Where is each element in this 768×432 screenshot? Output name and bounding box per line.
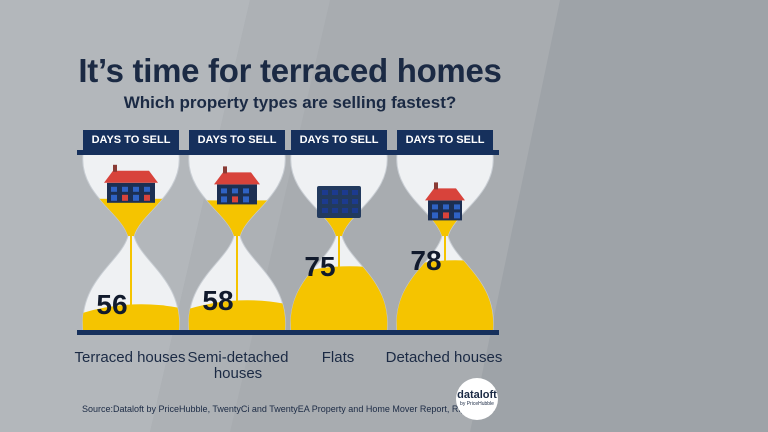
bar-2 bbox=[188, 300, 286, 330]
value-label-3: 75 bbox=[304, 251, 335, 282]
value-label-1: 56 bbox=[96, 289, 127, 320]
value-label-4: 78 bbox=[410, 245, 441, 276]
hourglass-top-cap bbox=[285, 150, 393, 155]
sand-stream bbox=[236, 236, 238, 330]
bar-1 bbox=[82, 304, 180, 330]
logo-wordmark: dataloft bbox=[457, 389, 497, 401]
hourglass-4: 78 bbox=[391, 150, 499, 335]
page-subtitle: Which property types are selling fastest… bbox=[123, 93, 457, 112]
flats-block-icon bbox=[317, 186, 361, 218]
hourglass-top-cap bbox=[391, 150, 499, 155]
logo-tagline: by PriceHubble bbox=[460, 401, 494, 407]
page-title: It’s time for terraced homes bbox=[78, 52, 502, 89]
detached-house-icon bbox=[425, 182, 465, 221]
hourglass-2: 58 bbox=[183, 150, 291, 335]
hourglass-1: 56 bbox=[77, 150, 185, 335]
hourglass-bottom-cap bbox=[183, 330, 291, 335]
dataloft-logo: dataloft by PriceHubble bbox=[456, 378, 498, 420]
bar-3 bbox=[290, 266, 388, 330]
terraced-house-icon bbox=[104, 164, 158, 203]
hourglass-top-cap bbox=[183, 150, 291, 155]
sand-stream bbox=[130, 236, 132, 330]
category-label-3: Flats bbox=[321, 349, 355, 366]
semi-detached-house-icon bbox=[214, 166, 260, 205]
hourglass-top-cap bbox=[77, 150, 185, 155]
category-label-2: Semi-detached houses bbox=[187, 349, 289, 382]
hourglass-3: 75 bbox=[285, 150, 393, 335]
bar-4 bbox=[396, 260, 494, 330]
source-note: Source:Dataloft by PriceHubble, TwentyCi… bbox=[82, 404, 495, 414]
category-label-4: Detached houses bbox=[385, 349, 503, 366]
category-label-1: Terraced houses bbox=[74, 349, 186, 366]
value-label-2: 58 bbox=[202, 285, 233, 316]
hourglass-bottom-cap bbox=[391, 330, 499, 335]
top-sand bbox=[188, 200, 286, 236]
top-sand bbox=[82, 198, 180, 236]
hourglass-bottom-cap bbox=[285, 330, 393, 335]
hourglass-bottom-cap bbox=[77, 330, 185, 335]
